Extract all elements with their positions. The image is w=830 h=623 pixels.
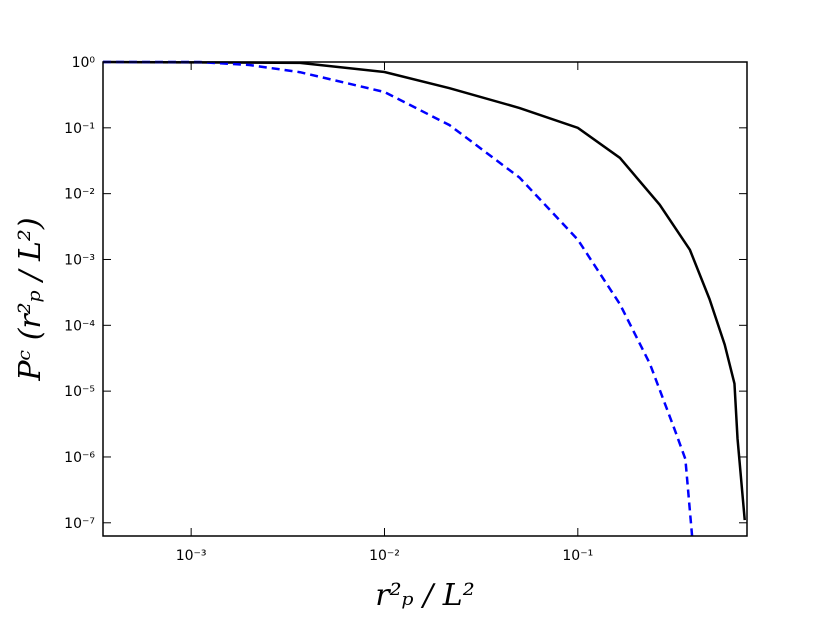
x-tick-label: 10⁻¹ (562, 548, 593, 564)
line-series (103, 60, 694, 537)
x-tick-label: 10⁻² (369, 548, 400, 564)
x-tick-label: 10⁻³ (176, 548, 207, 564)
y-tick-label: 10⁻¹ (64, 121, 95, 137)
y-tick-label: 10⁻⁷ (64, 516, 95, 532)
y-tick-label: 10⁰ (72, 55, 96, 71)
y-tick-label: 10⁻³ (64, 252, 95, 268)
y-tick-label: 10⁻⁴ (64, 318, 95, 334)
y-tick-label: 10⁻⁶ (64, 450, 95, 466)
y-axis-label: Pᶜ (r²ₚ / L²) (13, 217, 48, 381)
y-tick-label: 10⁻⁵ (64, 384, 95, 400)
x-axis-label: r²ₚ / L² (375, 578, 475, 613)
y-tick-label: 10⁻² (64, 187, 95, 203)
plot-frame (102, 61, 748, 537)
line-series (103, 60, 746, 521)
